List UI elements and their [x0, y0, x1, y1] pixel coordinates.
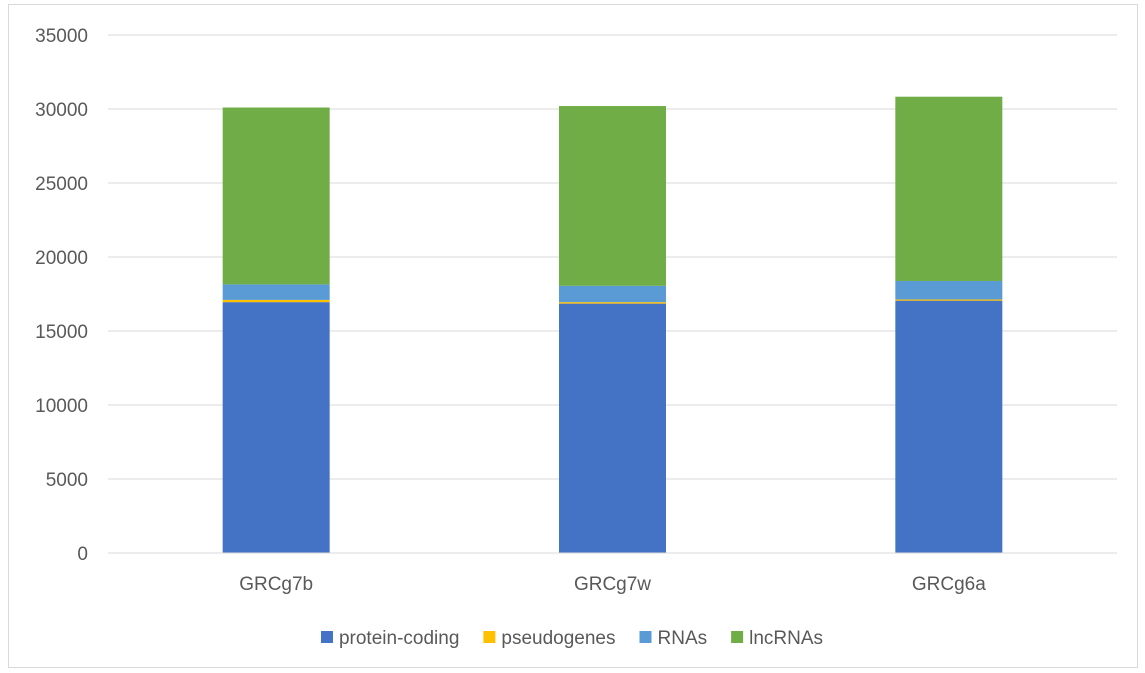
- legend-item-rnas: RNAs: [639, 628, 708, 649]
- legend-label: lncRNAs: [749, 628, 823, 649]
- bar-segment-rnas-grcg7w: [559, 285, 666, 303]
- y-tick-label: 20000: [35, 248, 88, 269]
- legend-swatch: [731, 631, 744, 643]
- legend-swatch: [320, 631, 333, 643]
- y-tick-label: 25000: [35, 174, 88, 195]
- x-axis-tick-labels: GRCg7b GRCg7w GRCg6a: [239, 574, 986, 595]
- x-tick-label: GRCg7b: [239, 574, 313, 595]
- y-tick-label: 10000: [35, 396, 88, 417]
- bar-segment-protein-coding-grcg7b: [222, 302, 330, 553]
- y-tick-label: 0: [77, 544, 88, 565]
- bar-segment-rnas-grcg6a: [895, 280, 1003, 300]
- bar-segment-protein-coding-grcg7w: [559, 303, 666, 553]
- legend-label: RNAs: [658, 628, 708, 649]
- bar-segment-lncrnas-grcg7b: [222, 107, 330, 285]
- y-tick-label: 15000: [35, 322, 88, 343]
- legend: protein-coding pseudogenes RNAs lncRNAs: [320, 628, 823, 649]
- legend-item-lncrnas: lncRNAs: [731, 628, 823, 649]
- legend-swatch: [639, 631, 652, 643]
- y-axis-tick-labels: 0 5000 10000 15000 20000 25000 30000 35000: [35, 26, 88, 565]
- bar-segment-protein-coding-grcg6a: [895, 300, 1003, 553]
- bar-segment-pseudogenes-grcg7w: [559, 302, 666, 304]
- legend-item-protein-coding: protein-coding: [320, 628, 459, 649]
- legend-label: pseudogenes: [501, 628, 615, 649]
- y-tick-label: 35000: [35, 26, 88, 47]
- bar-segment-lncrnas-grcg6a: [895, 96, 1003, 281]
- legend-item-pseudogenes: pseudogenes: [483, 628, 616, 649]
- bar-segment-rnas-grcg7b: [222, 284, 330, 300]
- bar-segment-lncrnas-grcg7w: [559, 106, 666, 286]
- y-tick-label: 5000: [46, 470, 88, 491]
- legend-label: protein-coding: [339, 628, 459, 649]
- bars: [222, 96, 1003, 553]
- y-tick-label: 30000: [35, 100, 88, 121]
- x-tick-label: GRCg6a: [912, 574, 986, 595]
- bar-segment-pseudogenes-grcg6a: [895, 299, 1003, 301]
- x-tick-label: GRCg7w: [574, 574, 651, 595]
- legend-swatch: [483, 631, 496, 643]
- bar-segment-pseudogenes-grcg7b: [222, 299, 330, 303]
